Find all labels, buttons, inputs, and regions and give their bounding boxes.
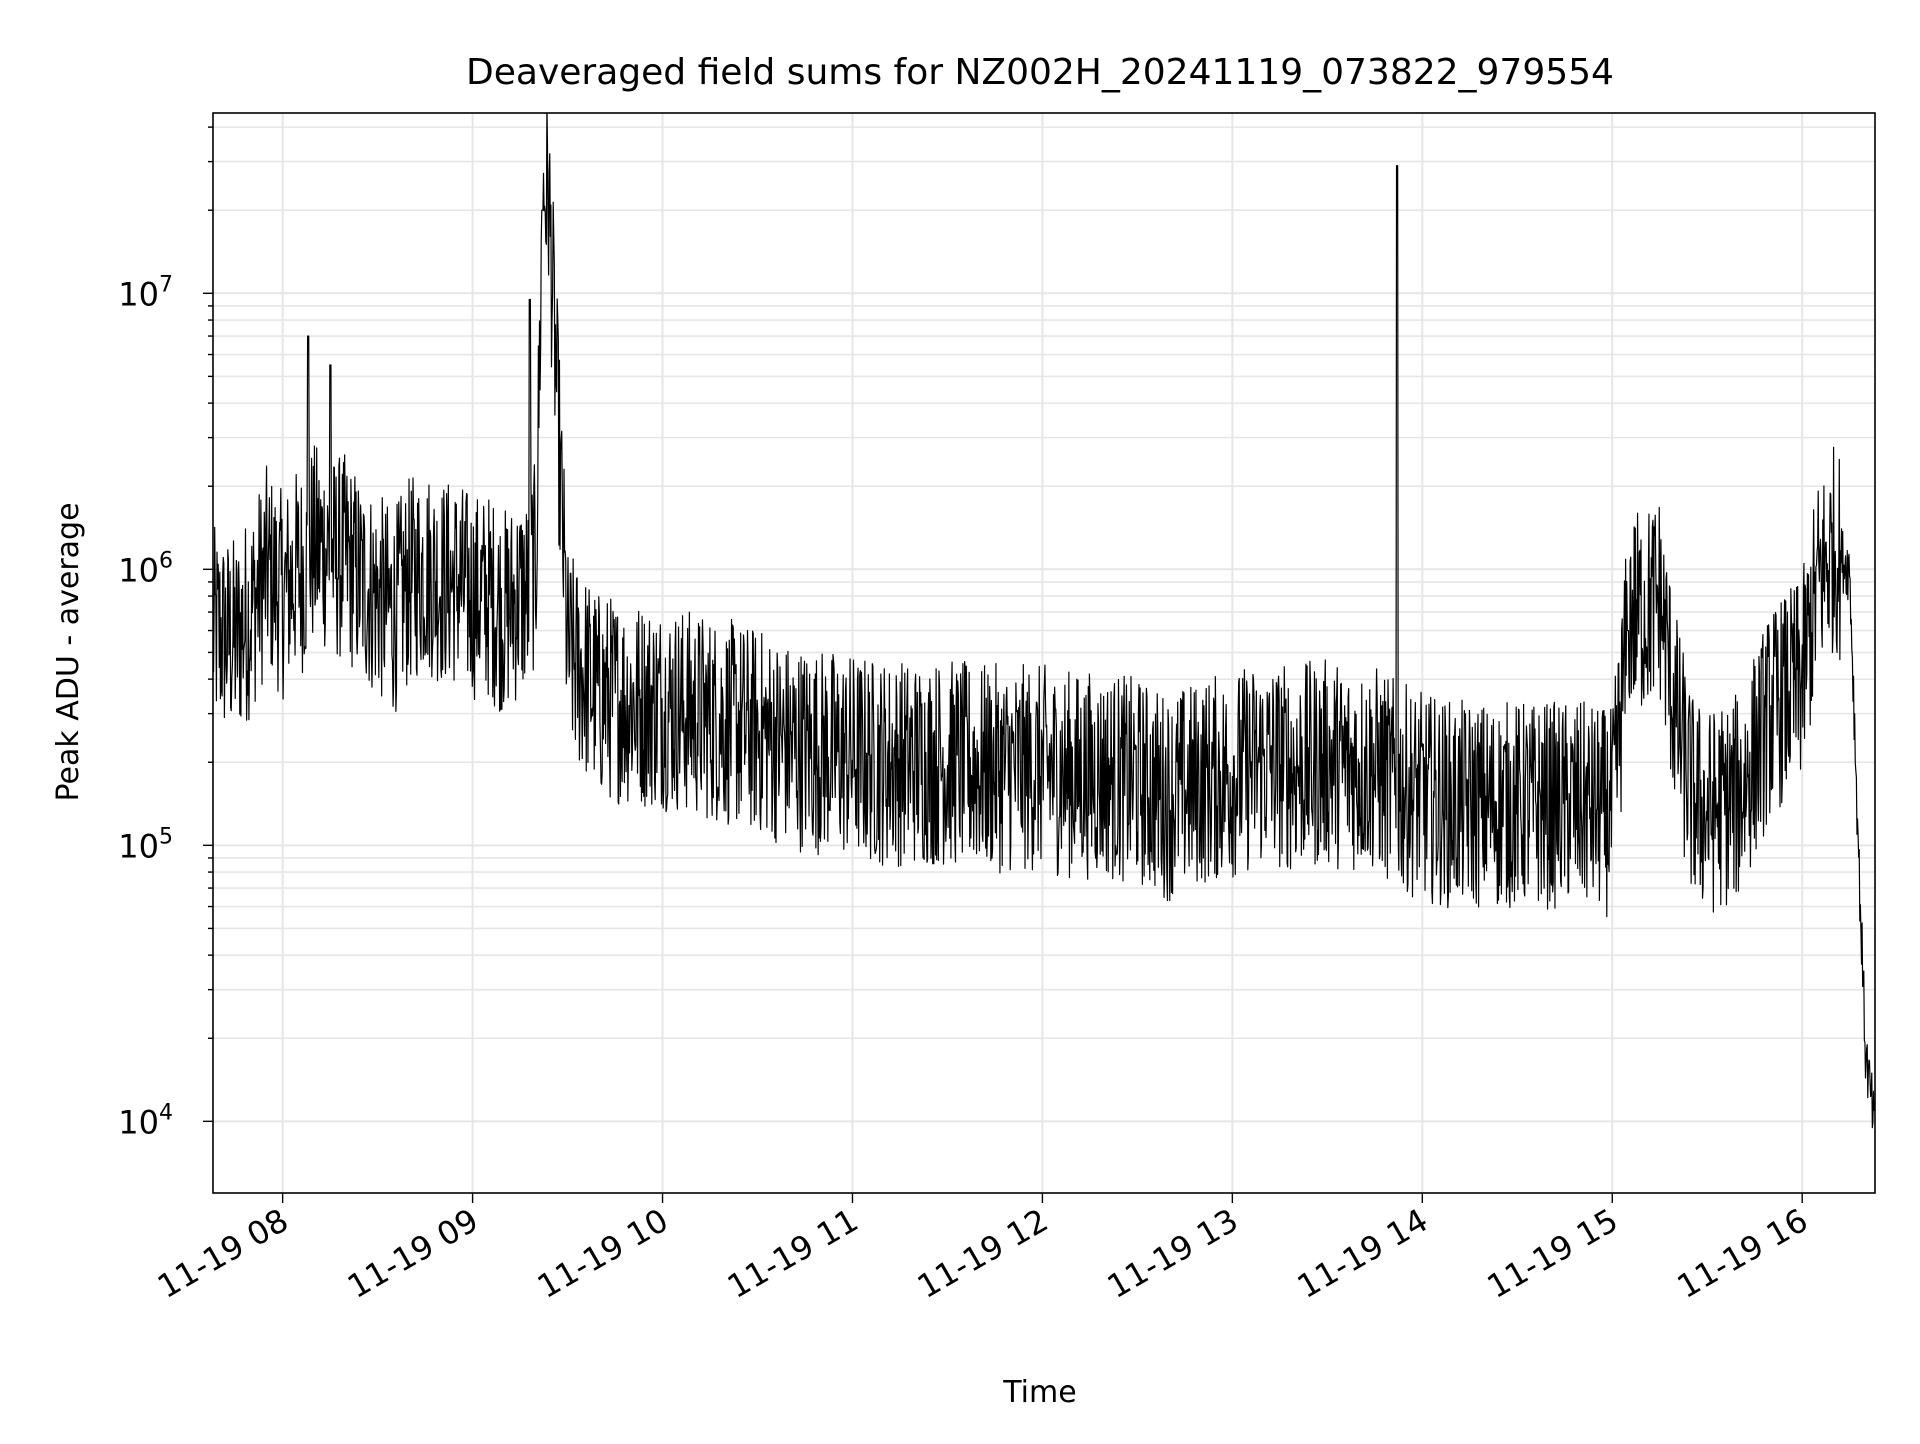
y-tick-label-base: 10 [118, 551, 159, 589]
y-axis-label: Peak ADU - average [51, 502, 86, 801]
y-tick-label-exponent: 6 [159, 548, 173, 573]
chart-title: Deaveraged field sums for NZ002H_2024111… [466, 52, 1614, 93]
plot-area [213, 113, 1875, 1129]
y-tick-label-base: 10 [118, 1103, 159, 1141]
y-tick-label-base: 10 [118, 275, 159, 313]
x-axis-label: Time [1002, 1375, 1076, 1410]
y-tick-label: 104 [118, 1100, 173, 1141]
y-tick-label-exponent: 7 [159, 272, 173, 297]
y-tick-label: 106 [118, 548, 173, 589]
y-tick-label-base: 10 [118, 827, 159, 865]
y-tick-label: 105 [118, 824, 173, 865]
series-line [213, 113, 1875, 1129]
y-tick-label-exponent: 4 [159, 1100, 173, 1125]
y-tick-label-exponent: 5 [159, 824, 173, 849]
y-tick-label: 107 [118, 272, 173, 313]
